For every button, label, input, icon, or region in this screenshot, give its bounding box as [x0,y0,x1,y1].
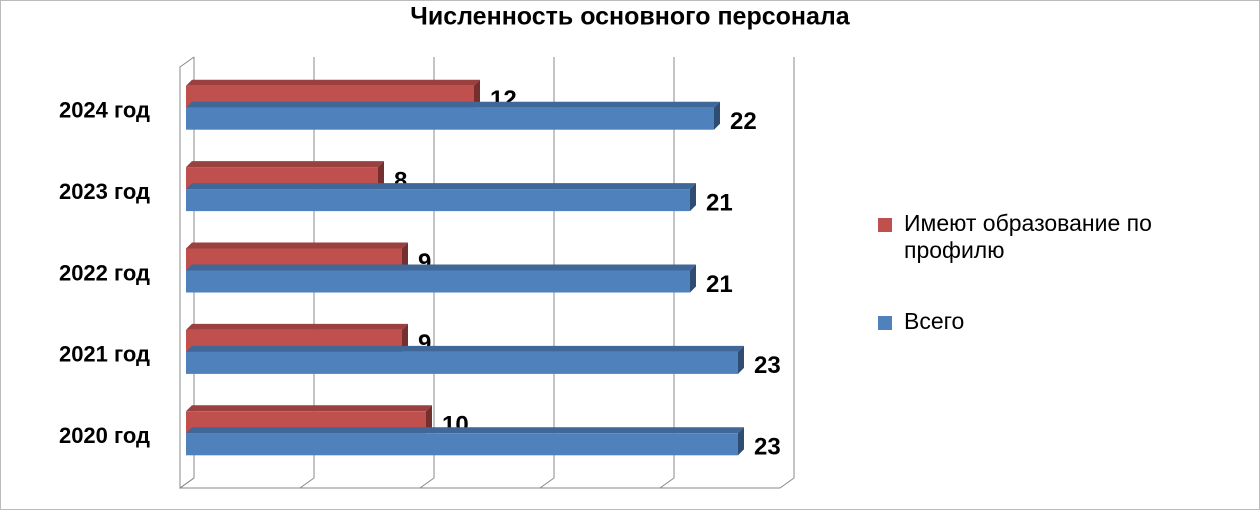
legend-swatch [878,316,892,330]
bar-end [738,427,744,456]
data-label: 21 [706,271,733,298]
bar [186,345,744,374]
bar-face [186,189,690,212]
bar [186,101,720,130]
grid-line-floor [779,477,795,489]
data-label: 23 [754,352,781,379]
y-tick-label: 2020 год [59,423,150,448]
bar [186,264,696,293]
bar [186,183,696,212]
bar-face [186,270,690,293]
bar-top [186,242,408,249]
bar-end [426,405,432,434]
bar-end [402,323,408,352]
bar-face [186,351,738,374]
bar-top [186,101,720,108]
data-label: 21 [706,189,733,216]
bar-end [378,161,384,190]
grid-line-floor [539,477,555,489]
y-tick-label: 2021 год [59,342,150,367]
bar-face [186,107,714,130]
bar-end [474,79,480,108]
bar-top [186,323,408,330]
legend-label: Имеют образование по профилю [904,210,1152,263]
legend-swatch [878,218,892,232]
bar-top [186,79,480,86]
bar-top [186,345,744,352]
bar-end [690,183,696,212]
bar-top [186,264,696,271]
legend-item: Всего [878,308,964,335]
y-tick-label: 2024 год [59,98,150,123]
data-label: 23 [754,434,781,461]
y-tick-label: 2022 год [59,260,150,285]
bar-end [714,101,720,130]
bar-end [402,242,408,271]
bar [186,427,744,456]
chart-title: Численность основного персонала [410,3,850,31]
bar-top [186,161,384,168]
bar-top [186,405,432,412]
bar-face [186,433,738,456]
grid-line-floor [659,477,675,489]
bar-end [738,345,744,374]
bar-top [186,183,696,190]
grid-line-floor [419,477,435,489]
y-tick-label: 2023 год [59,179,150,204]
grid-line-floor [179,477,195,489]
bar-top [186,427,744,434]
data-label: 22 [730,108,757,135]
bar-end [690,264,696,293]
grid-line-floor [299,477,315,489]
legend-item: Имеют образование по профилю [878,210,1238,264]
legend-label: Всего [904,308,965,334]
